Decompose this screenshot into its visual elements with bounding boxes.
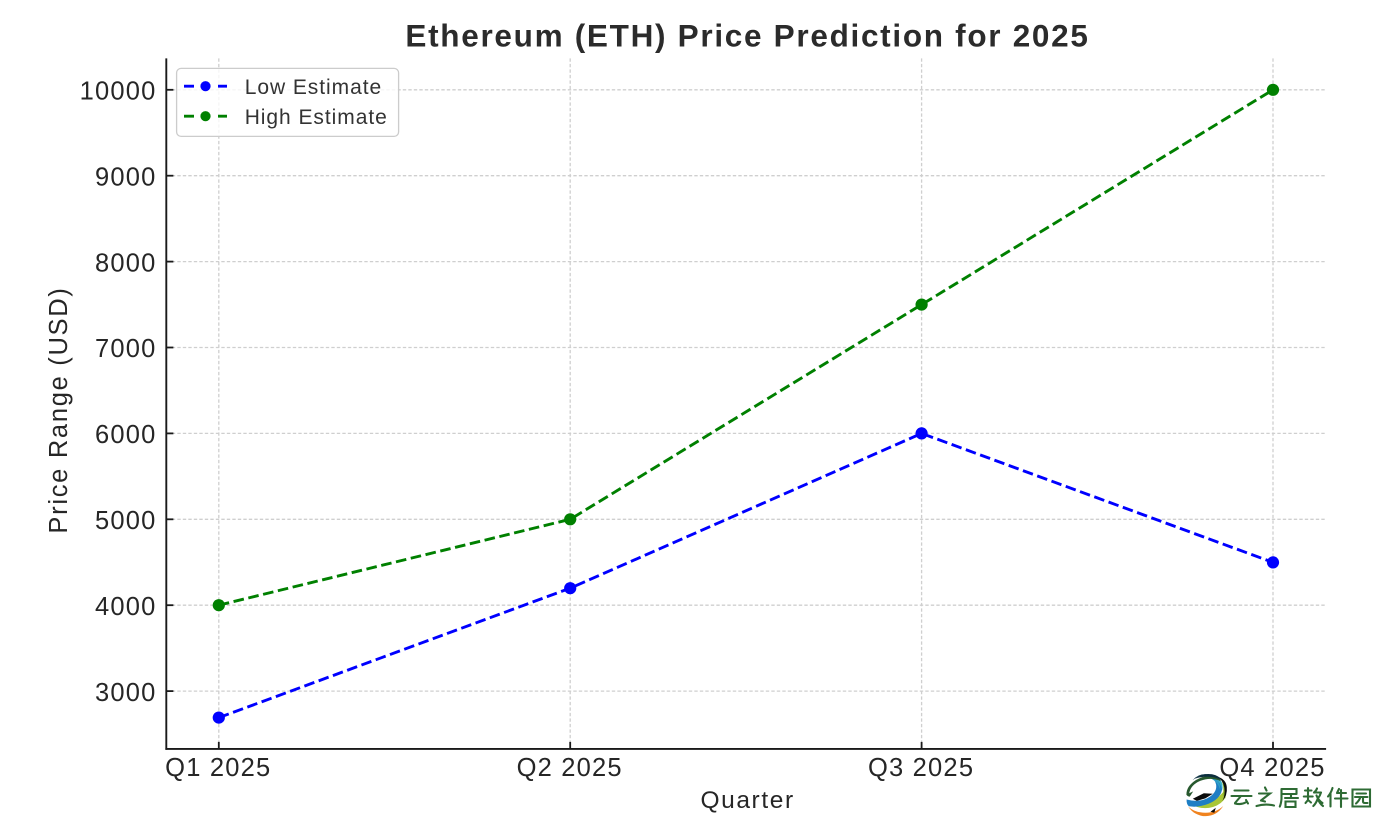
svg-text:Quarter: Quarter [700,787,794,814]
svg-text:7000: 7000 [95,335,157,363]
svg-text:6000: 6000 [95,421,157,449]
svg-text:10000: 10000 [80,78,157,106]
svg-text:Q2 2025: Q2 2025 [517,754,623,782]
svg-text:Q3 2025: Q3 2025 [868,754,974,782]
svg-text:High Estimate: High Estimate [245,106,388,129]
svg-text:9000: 9000 [95,163,157,191]
svg-text:3000: 3000 [95,679,157,707]
svg-text:Low Estimate: Low Estimate [245,76,382,99]
svg-text:4000: 4000 [95,593,157,621]
svg-text:8000: 8000 [95,249,157,277]
svg-text:Price Range (USD): Price Range (USD) [45,286,73,533]
svg-text:5000: 5000 [95,507,157,535]
svg-text:Q1 2025: Q1 2025 [165,754,271,782]
svg-text:Ethereum (ETH) Price Predictio: Ethereum (ETH) Price Prediction for 2025 [405,18,1089,54]
svg-text:Q4 2025: Q4 2025 [1219,754,1325,782]
